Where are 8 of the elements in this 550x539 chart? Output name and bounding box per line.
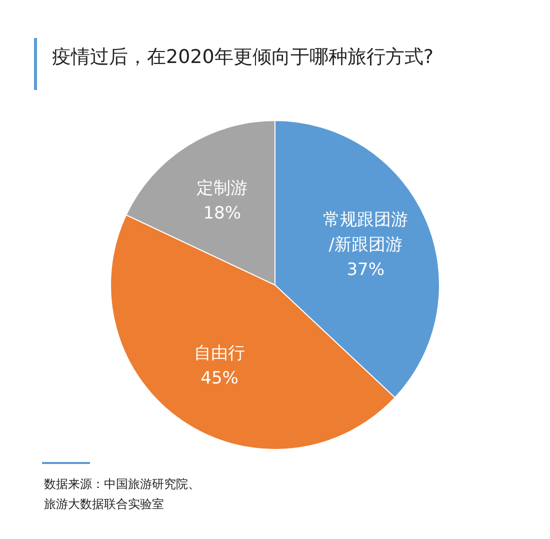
slice-label: 定制游 — [196, 178, 248, 199]
source-note: 数据来源：中国旅游研究院、旅游大数据联合实验室 — [44, 476, 201, 513]
slice-label: 常规跟团游 /新跟团游 — [323, 210, 408, 256]
slice-label: 自由行 — [194, 344, 246, 364]
data-label: 37% — [346, 260, 384, 280]
data-label: 45% — [200, 368, 238, 389]
data-label: 18% — [203, 204, 242, 224]
chart-title: 疫情过后，在2020年更倾向于哪种旅行方式? — [52, 45, 434, 70]
